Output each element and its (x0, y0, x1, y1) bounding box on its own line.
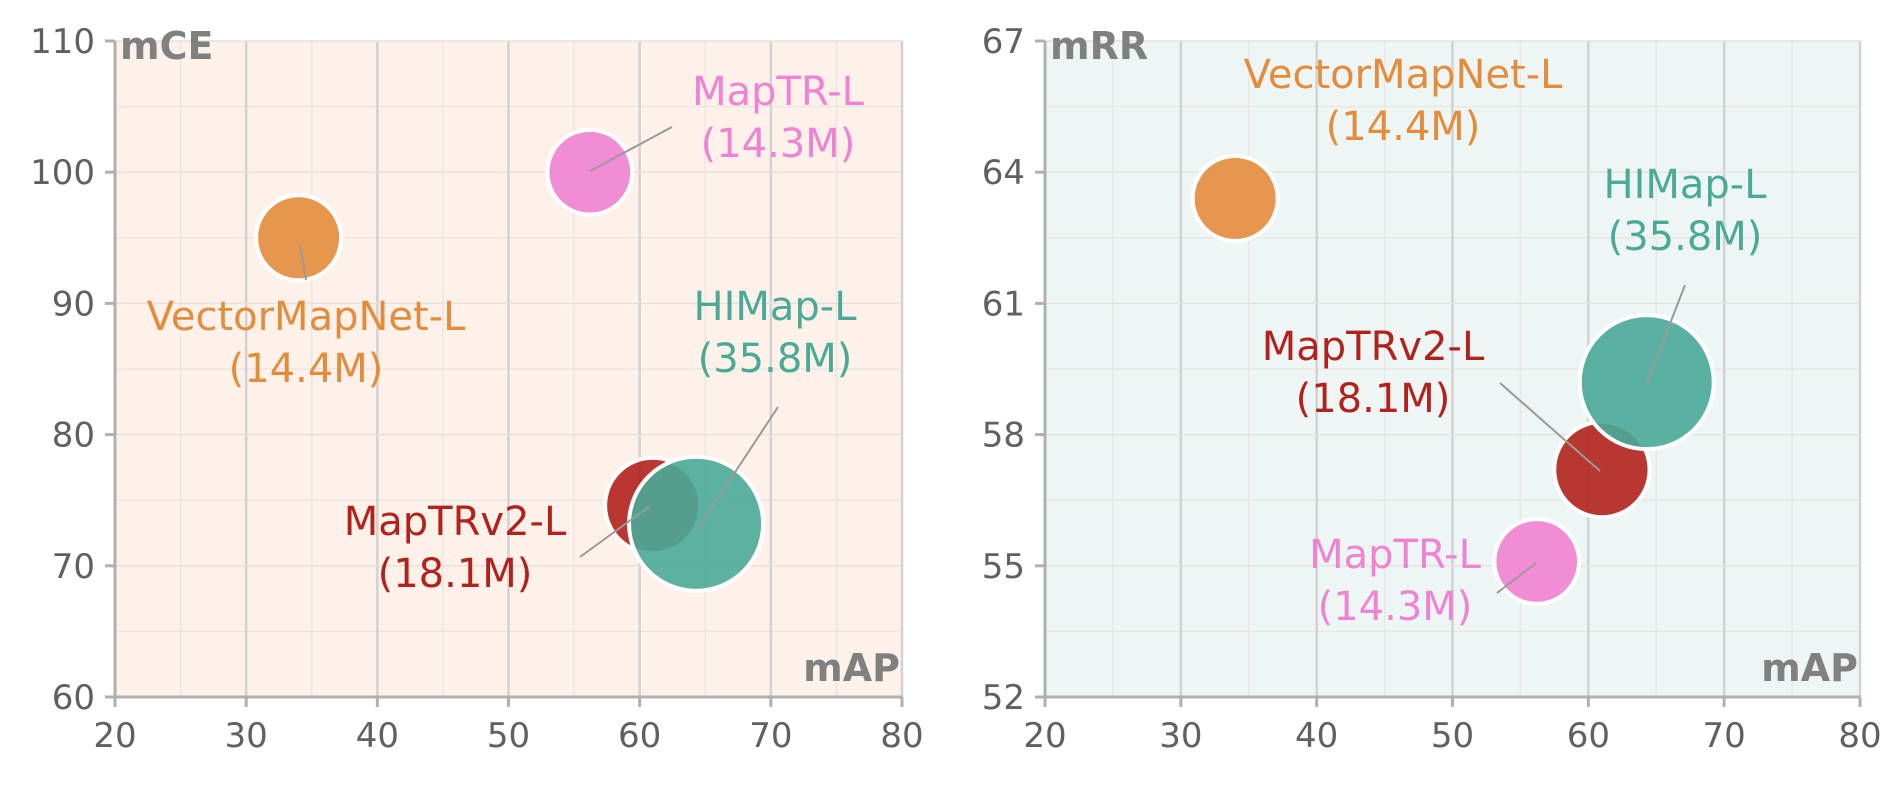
bubble-vectormapnet-l (254, 193, 344, 283)
leader-line (696, 406, 779, 531)
x-tick-label: 40 (1295, 716, 1338, 756)
y-tick-label: 60 (52, 678, 95, 718)
x-axis-corner-label: mAP (803, 646, 900, 690)
y-tick-label: 67 (982, 22, 1025, 62)
chart-panel-1: 60 70 80 90 100 110 20 30 40 50 60 70 80 mCE mAP Vector… (30, 22, 924, 756)
y-tick-label: 58 (982, 416, 1025, 456)
point-label-params: (14.3M) (1318, 584, 1473, 630)
leader-line (1496, 562, 1537, 594)
y-tick-label: 55 (982, 547, 1025, 587)
y-tick-label: 52 (982, 678, 1025, 718)
y-tick-label: 64 (982, 153, 1025, 193)
x-tick-label: 80 (880, 716, 923, 756)
x-tick-label: 30 (225, 716, 268, 756)
y-axis-corner-label: mCE (120, 24, 213, 68)
chart-panel-2: 52 55 58 61 64 67 20 30 40 50 60 70 80 mRR mAP VectorMa… (982, 22, 1882, 756)
point-label-name: MapTRv2-L (1262, 324, 1485, 370)
y-axis-corner-label: mRR (1050, 24, 1148, 68)
point-label-params: (14.4M) (229, 346, 384, 392)
x-tick-label: 60 (1567, 716, 1610, 756)
point-label-params: (18.1M) (1296, 376, 1451, 422)
x-tick-label: 50 (1431, 716, 1474, 756)
point-label-name: MapTR-L (1309, 532, 1481, 578)
point-label-params: (35.8M) (1608, 214, 1763, 260)
point-label-params: (18.1M) (378, 551, 533, 597)
x-tick-label: 80 (1838, 716, 1881, 756)
point-label-params: (14.3M) (701, 121, 856, 167)
x-tick-label: 20 (1023, 716, 1066, 756)
leader-line (579, 505, 651, 558)
x-tick-label: 30 (1159, 716, 1202, 756)
x-tick-label: 70 (749, 716, 792, 756)
x-tick-label: 60 (618, 716, 661, 756)
x-axis-corner-label: mAP (1761, 646, 1858, 690)
bubble-maptr-l (1492, 517, 1582, 606)
point-label-name: HIMap-L (693, 284, 857, 330)
y-tick-label: 90 (52, 284, 95, 324)
leader-line (1499, 382, 1601, 472)
x-tick-label: 40 (356, 716, 399, 756)
point-label-params: (14.4M) (1326, 104, 1481, 150)
leader-line (589, 126, 673, 172)
point-label-name: VectorMapNet-L (1244, 52, 1564, 98)
leader-line (1646, 284, 1686, 384)
point-label-name: HIMap-L (1603, 162, 1767, 208)
x-tick-label: 20 (93, 716, 136, 756)
point-label-params: (35.8M) (698, 336, 853, 382)
y-tick-label: 61 (982, 284, 1025, 324)
bubble-vectormapnet-l (1190, 153, 1280, 243)
point-label-name: VectorMapNet-L (147, 294, 467, 340)
y-tick-label: 100 (30, 153, 95, 193)
point-label-name: MapTR-L (692, 69, 864, 115)
bubble-maptr-l (545, 127, 635, 217)
point-label-name: MapTRv2-L (344, 499, 567, 545)
y-tick-label: 110 (30, 22, 95, 62)
bubble-himap-l (627, 454, 766, 593)
y-tick-label: 80 (52, 416, 95, 456)
x-tick-label: 50 (487, 716, 530, 756)
x-tick-label: 70 (1703, 716, 1746, 756)
leader-line (299, 244, 307, 281)
y-tick-label: 70 (52, 547, 95, 587)
